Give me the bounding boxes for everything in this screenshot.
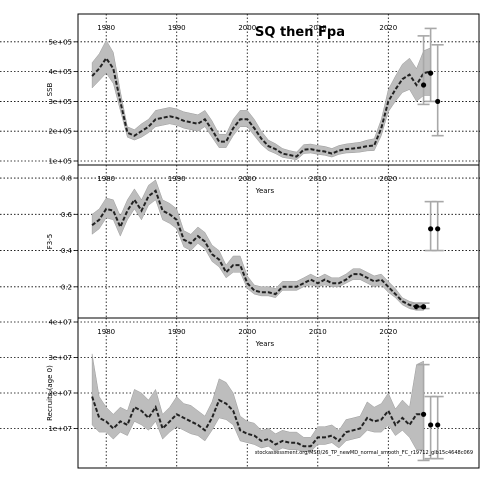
x-tick-label: 1990 xyxy=(168,24,186,32)
forecast-point xyxy=(435,422,441,428)
forecast-point xyxy=(428,70,434,76)
y-axis-label: SSB xyxy=(46,82,54,96)
y-tick-label: 0.2 xyxy=(61,283,72,291)
x-axis-label: Years xyxy=(255,340,275,348)
forecast-point xyxy=(420,304,427,310)
confidence-band xyxy=(91,39,431,161)
x-tick-label: 2020 xyxy=(379,175,397,183)
y-tick-label: 0.4 xyxy=(61,247,73,255)
x-tick-label: 2000 xyxy=(238,175,256,183)
y-tick-label: 2e+05 xyxy=(48,128,72,136)
x-tick-label: 1980 xyxy=(97,328,115,336)
estimate-line xyxy=(91,189,424,308)
panel-frame xyxy=(77,164,480,319)
panel-2: 1980 1990 2000 2010 2020 0.2 0.4 0.6 0.8 F3-5 Year… xyxy=(0,164,480,319)
x-tick-label: 1980 xyxy=(97,24,115,32)
confidence-band xyxy=(91,353,424,452)
y-tick-label: 0.8 xyxy=(61,175,72,183)
forecast-point xyxy=(420,411,427,417)
y-tick-label: 4e+05 xyxy=(48,68,72,76)
y-axis-label: F3-5 xyxy=(46,234,54,249)
x-axis-label: Years xyxy=(255,187,275,195)
y-tick-label: 1e+07 xyxy=(48,425,72,433)
x-tick-label: 2010 xyxy=(309,24,327,32)
y-tick-label: 3e+05 xyxy=(48,98,72,106)
estimate-line xyxy=(91,56,431,158)
forecast-point xyxy=(420,82,427,88)
estimate-line xyxy=(91,396,424,448)
x-tick-label: 1990 xyxy=(168,328,186,336)
y-tick-label: 3e+07 xyxy=(48,354,72,362)
panel-1: 1980 1990 2000 2010 2020 1e+05 2e+05 3e+05 4e+05… xyxy=(0,13,480,166)
x-tick-label: 2020 xyxy=(379,328,397,336)
panel-3: 1980 1990 2000 2010 2020 1e+07 2e+07 3e+07 4e+07… xyxy=(0,317,480,469)
y-tick-label: 1e+05 xyxy=(48,158,72,166)
forecast-point xyxy=(435,98,441,105)
confidence-band xyxy=(91,179,424,311)
y-tick-label: 4e+07 xyxy=(48,319,72,327)
forecast-point xyxy=(428,422,434,428)
x-tick-label: 2020 xyxy=(379,24,397,32)
x-tick-label: 2000 xyxy=(238,328,256,336)
forecast-point xyxy=(428,226,434,232)
y-tick-label: 5e+05 xyxy=(48,38,72,46)
forecast-point xyxy=(435,226,441,232)
y-tick-label: 0.6 xyxy=(61,211,73,219)
x-tick-label: 2010 xyxy=(309,175,327,183)
x-tick-label: 1980 xyxy=(97,175,115,183)
x-tick-label: 2010 xyxy=(309,328,327,336)
figure-title: SQ then Fpa xyxy=(255,25,345,40)
y-axis-label: Recruits (age 0) xyxy=(46,365,54,421)
source-note: stockassessment.org/MSD/26_TP_newMD_norm… xyxy=(255,450,473,456)
y-tick-label: 2e+07 xyxy=(48,390,72,398)
x-tick-label: 1990 xyxy=(168,175,186,183)
x-tick-label: 2000 xyxy=(238,24,256,32)
